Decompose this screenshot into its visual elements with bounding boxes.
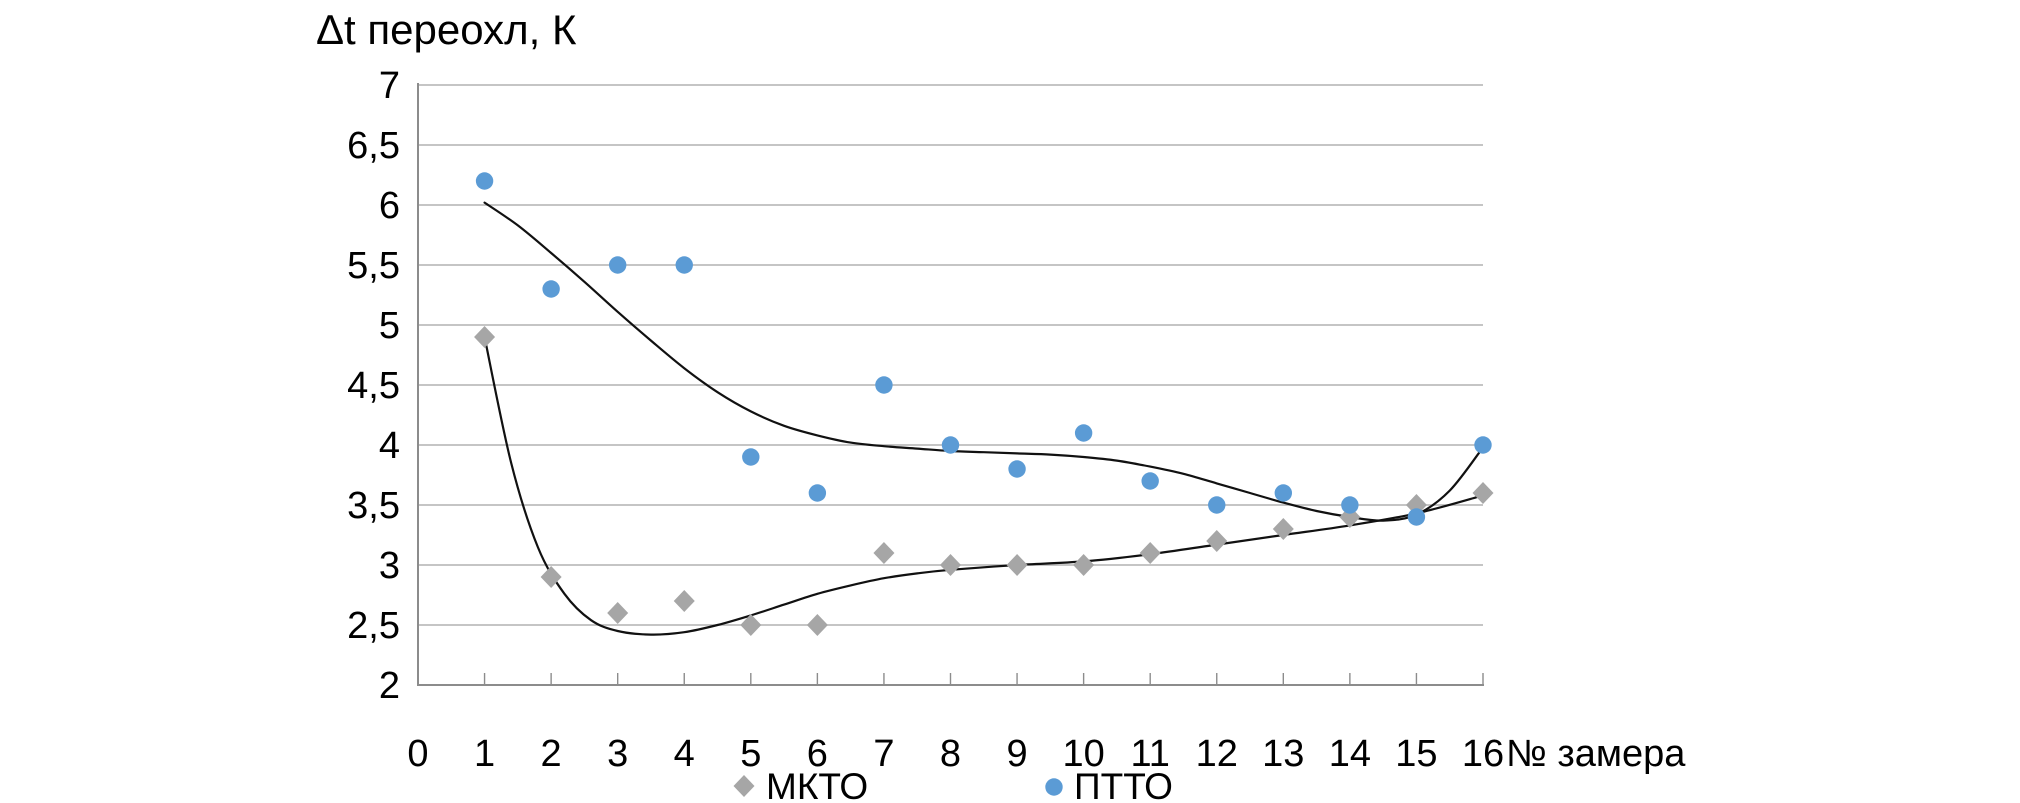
legend-label-mkto: МКТО xyxy=(766,766,868,803)
point-ptto xyxy=(808,484,827,502)
point-mkto xyxy=(1472,482,1494,504)
x-tick-label: 0 xyxy=(407,733,428,775)
point-ptto xyxy=(1407,508,1426,526)
y-tick-label: 5,5 xyxy=(347,245,400,287)
x-tick-label: 5 xyxy=(740,733,761,775)
x-tick-label: 1 xyxy=(474,733,495,775)
x-tick-label: 4 xyxy=(674,733,695,775)
point-ptto xyxy=(608,256,627,274)
x-tick-label: 6 xyxy=(807,733,828,775)
point-mkto xyxy=(940,554,961,576)
trendline-ptto xyxy=(483,201,1485,522)
x-tick-label: 8 xyxy=(940,733,961,775)
point-ptto xyxy=(742,448,760,466)
point-mkto xyxy=(1139,542,1161,564)
y-tick-label: 3,5 xyxy=(347,485,400,527)
point-mkto xyxy=(1206,530,1228,552)
point-ptto xyxy=(475,172,494,190)
point-mkto xyxy=(1272,518,1294,540)
point-ptto xyxy=(875,376,893,394)
point-ptto xyxy=(1074,424,1093,442)
point-mkto xyxy=(540,566,562,588)
x-tick-label: 13 xyxy=(1262,733,1304,775)
axes-layer xyxy=(417,83,1484,686)
point-ptto xyxy=(1341,496,1359,514)
x-tick-label: 9 xyxy=(1006,733,1027,775)
point-mkto xyxy=(607,602,629,624)
y-tick-label: 3 xyxy=(379,545,400,587)
point-ptto xyxy=(675,256,693,274)
y-tick-label: 7 xyxy=(379,65,400,107)
point-mkto xyxy=(1006,554,1028,576)
y-tick-label: 2,5 xyxy=(347,605,400,647)
y-tick-label: 4 xyxy=(379,425,400,467)
y-tick-label: 2 xyxy=(379,665,400,707)
point-mkto xyxy=(740,614,762,636)
y-tick-label: 6,5 xyxy=(347,125,400,167)
diamond-marker-icon xyxy=(733,775,755,797)
point-mkto xyxy=(1073,554,1095,576)
grid-layer xyxy=(418,84,1483,626)
tick-labels-layer: 22,533,544,555,566,570 1 2 3 4 5 6 7 8 9 10 11 12 13 1… xyxy=(347,65,1504,775)
x-tick-label: 12 xyxy=(1196,733,1238,775)
x-tick-label: 3 xyxy=(607,733,628,775)
trendlines-layer xyxy=(483,201,1485,636)
x-tick-label: 15 xyxy=(1395,733,1437,775)
y-tick-label: 6 xyxy=(379,185,400,227)
x-tick-label: 16 xyxy=(1462,733,1504,775)
point-ptto xyxy=(1008,460,1026,478)
x-tick-label: 11 xyxy=(1130,733,1169,775)
point-ptto xyxy=(542,280,560,298)
y-tick-label: 5 xyxy=(379,305,400,347)
point-mkto xyxy=(673,590,695,612)
legend-label-ptto: ПТТО xyxy=(1074,766,1173,803)
x-tick-label: 7 xyxy=(873,733,894,775)
x-tick-label: 10 xyxy=(1062,733,1104,775)
point-mkto xyxy=(806,614,828,636)
point-ptto xyxy=(1208,496,1226,514)
trendline-mkto xyxy=(483,335,1485,636)
y-axis-title: Δt переохл, К xyxy=(316,6,577,53)
point-ptto xyxy=(941,436,960,454)
point-mkto xyxy=(474,326,496,348)
legend: МКТО ПТТО xyxy=(733,766,1173,803)
circle-marker-icon xyxy=(1045,778,1063,796)
point-ptto xyxy=(1141,472,1159,490)
x-tick-label: 2 xyxy=(541,733,562,775)
x-axis-title: № замера xyxy=(1506,733,1686,775)
x-tick-label: 14 xyxy=(1329,733,1371,775)
point-ptto xyxy=(1274,484,1293,502)
y-tick-label: 4,5 xyxy=(347,365,400,407)
point-mkto xyxy=(873,542,895,564)
data-points-layer xyxy=(474,172,1494,636)
point-ptto xyxy=(1474,436,1492,454)
